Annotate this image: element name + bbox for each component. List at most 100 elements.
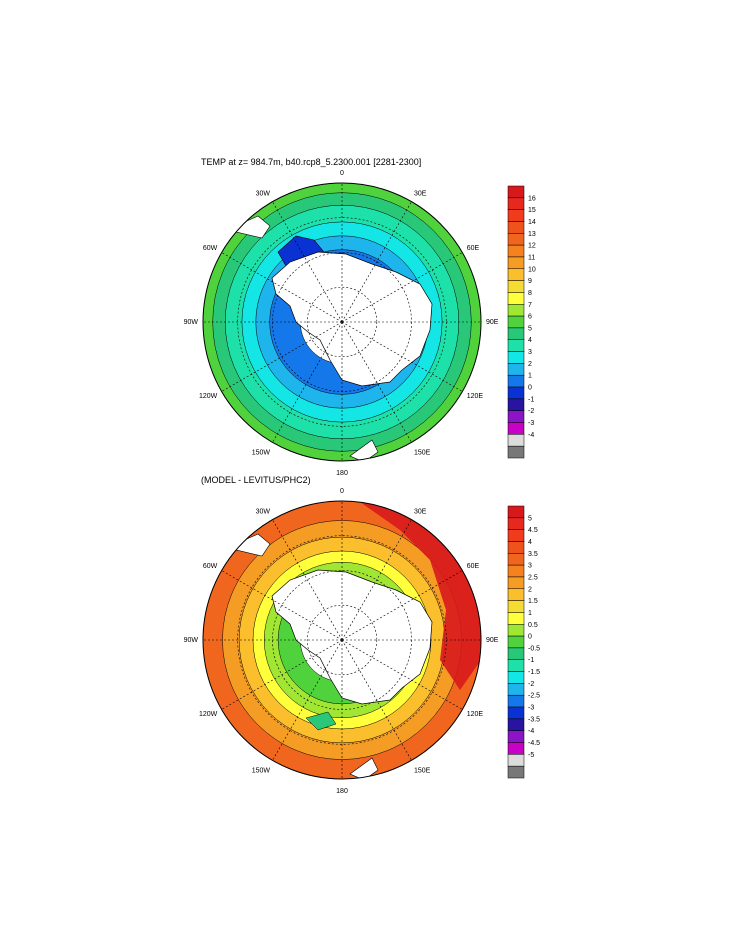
bottom-colorbar-label: 3.5 xyxy=(528,551,538,558)
top-lon-label-e60: 60E xyxy=(467,245,480,252)
top-colorbar-label: 0 xyxy=(528,385,532,392)
top-colorbar-label: 13 xyxy=(528,231,536,238)
bottom-lon-label-w60: 60W xyxy=(203,563,218,570)
meridian-line xyxy=(341,519,412,641)
bottom-colorbar-swatch xyxy=(507,754,525,767)
top-colorbar-swatch xyxy=(507,221,525,234)
bottom-colorbar-label: -1 xyxy=(528,657,534,664)
bottom-colorbar-swatch xyxy=(507,505,525,519)
top-lon-label-w60: 60W xyxy=(203,245,218,252)
bottom-lon-label-w120: 120W xyxy=(199,711,218,718)
top-colorbar-swatch xyxy=(507,363,525,376)
bottom-colorbar-label: 0.5 xyxy=(528,622,538,629)
bottom-colorbar-label: -1.5 xyxy=(528,669,540,676)
top-polar-map: 0 30E 60E 90E 120E 150E 180 150W 120W 90W 60W 30W xyxy=(184,170,499,477)
bottom-colorbar-swatch xyxy=(507,742,525,755)
top-colorbar-swatch xyxy=(507,185,525,199)
top-colorbar-label: 5 xyxy=(528,325,532,332)
top-colorbar-label: 3 xyxy=(528,349,532,356)
top-colorbar-swatch xyxy=(507,233,525,246)
bottom-lon-label-e30: 30E xyxy=(414,508,427,515)
top-colorbar-label: -1 xyxy=(528,396,534,403)
top-lon-label-e90: 90E xyxy=(486,319,499,326)
top-colorbar-label: 15 xyxy=(528,207,536,214)
top-lon-label-w90: 90W xyxy=(184,319,199,326)
bottom-colorbar-label: -0.5 xyxy=(528,645,540,652)
bottom-colorbar-label: -4 xyxy=(528,728,534,735)
bottom-lon-label-n: 0 xyxy=(340,488,344,495)
top-colorbar-swatch xyxy=(507,304,525,317)
top-colorbar-label: 6 xyxy=(528,314,532,321)
bottom-map-title: (MODEL - LEVITUS/PHC2) xyxy=(201,475,311,485)
bottom-cool-pocket xyxy=(305,711,337,731)
bottom-colorbar-swatch xyxy=(507,529,525,542)
bottom-colorbar-swatch xyxy=(507,517,525,530)
bottom-graticule xyxy=(203,501,481,779)
bottom-colorbar-swatch xyxy=(507,659,525,672)
top-colorbar-swatch xyxy=(507,327,525,340)
bottom-colorbar-swatch xyxy=(507,683,525,696)
bottom-colorbar-label: -2.5 xyxy=(528,693,540,700)
bottom-colorbar-label: 4 xyxy=(528,539,532,546)
top-colorbar-swatch xyxy=(507,280,525,293)
bottom-antarctica-land xyxy=(271,569,433,705)
top-colorbar-swatch xyxy=(507,434,525,447)
top-map-title: TEMP at z= 984.7m, b40.rcp8_5.2300.001 [… xyxy=(201,157,422,167)
top-lon-label-w120: 120W xyxy=(199,393,218,400)
meridian-line xyxy=(341,252,463,323)
latitude-circle xyxy=(237,535,447,745)
bottom-colorbar-swatch xyxy=(507,706,525,720)
bottom-map-border xyxy=(202,500,482,780)
top-colorbar-swatch xyxy=(507,374,525,388)
top-colorbar-swatch xyxy=(507,256,525,270)
bottom-colorbar-label: 3 xyxy=(528,563,532,570)
top-colorbar-swatch xyxy=(507,422,525,435)
bottom-lon-label-e90: 90E xyxy=(486,637,499,644)
bottom-colorbar-label: 5 xyxy=(528,515,532,522)
meridian-line xyxy=(221,570,343,641)
top-colorbar-label: -4 xyxy=(528,432,534,439)
meridian-line xyxy=(272,201,343,323)
top-colorbar-label: 2 xyxy=(528,361,532,368)
bottom-colorbar-swatch xyxy=(507,671,525,684)
top-colorbar-swatch xyxy=(507,209,525,222)
top-colorbar-label: 9 xyxy=(528,278,532,285)
top-lon-label-e30: 30E xyxy=(414,190,427,197)
latitude-circle xyxy=(272,570,412,710)
top-colorbar-swatch xyxy=(507,351,525,364)
latitude-circle xyxy=(306,604,378,676)
top-lon-label-e150: 150E xyxy=(414,450,431,457)
bottom-colorbar-swatch xyxy=(507,541,525,554)
bottom-colorbar-swatch xyxy=(507,624,525,637)
bottom-polar-map: 0 30E 60E 90E 120E 150E 180 150W 120W 90W 60W 30W xyxy=(184,488,499,795)
top-lon-label-e120: 120E xyxy=(467,393,484,400)
top-colorbar-label: 16 xyxy=(528,195,536,202)
top-colorbar-swatch xyxy=(507,292,525,305)
bottom-colorbar-label: 1 xyxy=(528,610,532,617)
bottom-colorbar-swatch xyxy=(507,730,525,743)
bottom-colorbar-label: -5 xyxy=(528,752,534,759)
top-lon-label-n: 0 xyxy=(340,170,344,177)
bottom-colorbar-swatch xyxy=(507,576,525,590)
bottom-colorbar-swatch xyxy=(507,765,525,779)
top-antarctica-land xyxy=(271,251,433,387)
bottom-colorbar-swatch xyxy=(507,647,525,660)
top-lon-label-w150: 150W xyxy=(252,450,271,457)
latitude-circle xyxy=(272,252,412,392)
bottom-colorbar-swatch xyxy=(507,612,525,625)
bottom-colorbar-label: 0 xyxy=(528,634,532,641)
bottom-lon-label-e150: 150E xyxy=(414,768,431,775)
top-colorbar-label: 8 xyxy=(528,290,532,297)
top-colorbar-swatch xyxy=(507,398,525,411)
bottom-lon-label-w30: 30W xyxy=(256,508,271,515)
top-lon-label-s: 180 xyxy=(336,470,348,477)
bottom-colorbar-swatch xyxy=(507,564,525,578)
top-colorbar-swatch xyxy=(507,386,525,400)
bottom-colorbar-label: -3.5 xyxy=(528,716,540,723)
top-colorbar-label: 4 xyxy=(528,337,532,344)
top-colorbar-label: 7 xyxy=(528,302,532,309)
bottom-colorbar-swatch xyxy=(507,588,525,601)
bottom-lon-label-s: 180 xyxy=(336,788,348,795)
top-colorbar-label: 11 xyxy=(528,255,535,262)
